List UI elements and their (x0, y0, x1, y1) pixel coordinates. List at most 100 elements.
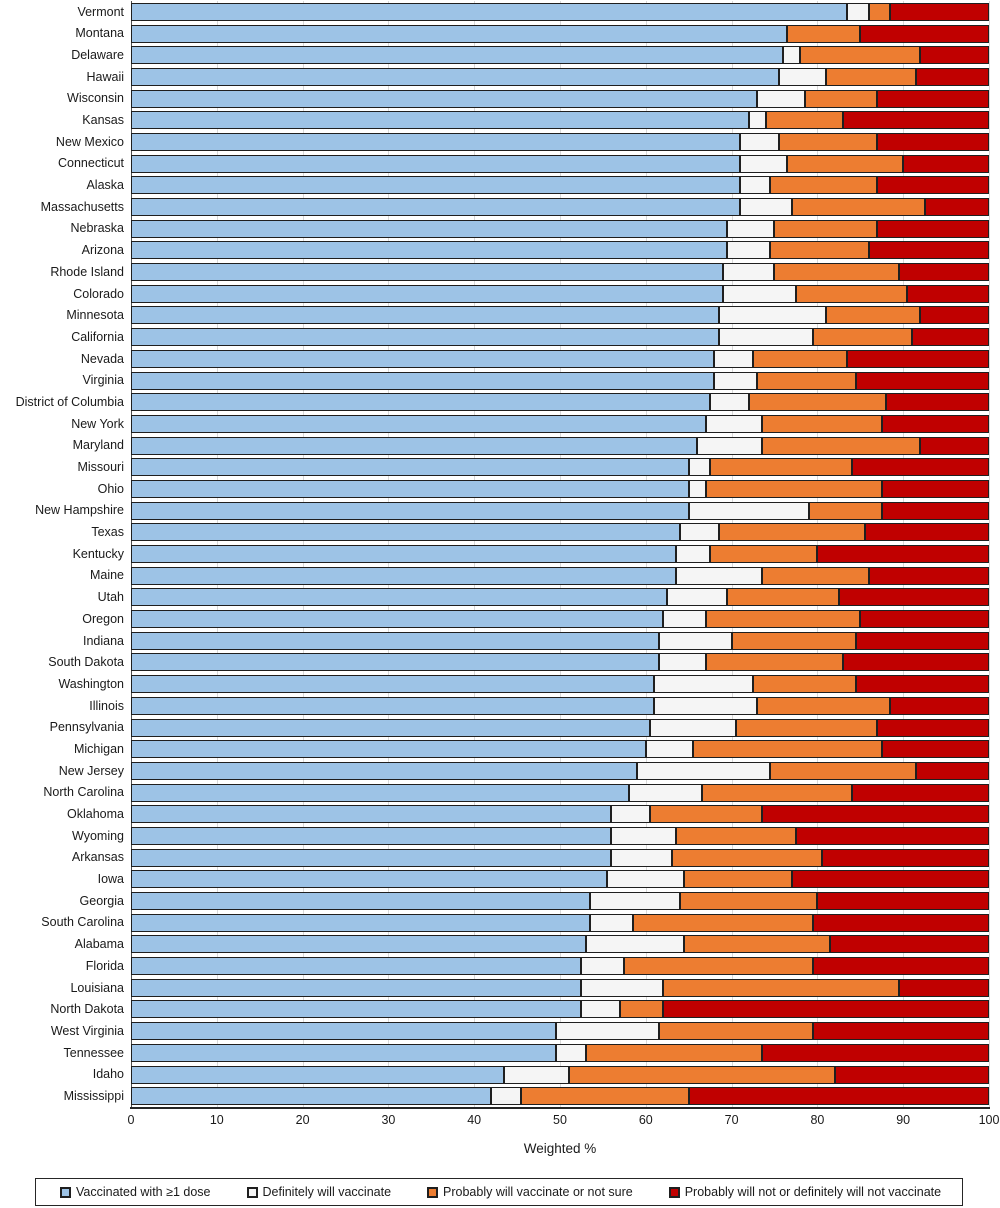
bar-row: New York (0, 413, 1000, 435)
bar-segment-vaccinated-1dose (131, 978, 582, 997)
bar-segment-probably-or-unsure (684, 935, 831, 954)
bar-segment-will-not (881, 501, 989, 520)
state-label: Wyoming (72, 828, 124, 843)
bar-segment-will-not (898, 263, 989, 282)
bar-row: Connecticut (0, 153, 1000, 175)
bar-track (131, 89, 989, 108)
state-label: Alaska (86, 178, 124, 193)
bar-track (131, 653, 989, 672)
bar-segment-vaccinated-1dose (131, 848, 612, 867)
bar-segment-vaccinated-1dose (131, 675, 655, 694)
bar-segment-definitely-will (718, 306, 826, 325)
bar-segment-will-not (855, 631, 989, 650)
bar-segment-vaccinated-1dose (131, 198, 741, 217)
state-label: Tennessee (63, 1045, 124, 1060)
bar-track (131, 892, 989, 911)
bar-segment-will-not (855, 675, 989, 694)
bar-row: Oregon (0, 608, 1000, 630)
bar-segment-definitely-will (727, 219, 775, 238)
legend-swatch-probably-or-unsure (427, 1186, 439, 1198)
bar-segment-probably-or-unsure (620, 1000, 663, 1019)
state-label: Minnesota (66, 308, 124, 323)
bar-segment-probably-or-unsure (705, 653, 844, 672)
bar-row: Maine (0, 565, 1000, 587)
state-label: Illinois (89, 698, 124, 713)
bar-segment-vaccinated-1dose (131, 892, 591, 911)
bar-segment-probably-or-unsure (675, 826, 796, 845)
bar-track (131, 740, 989, 759)
bar-track (131, 24, 989, 43)
bar-row: District of Columbia (0, 391, 1000, 413)
bar-segment-will-not (890, 696, 989, 715)
legend-label: Definitely will vaccinate (262, 1185, 392, 1199)
x-tick-label: 60 (638, 1113, 653, 1127)
bar-segment-vaccinated-1dose (131, 826, 612, 845)
bar-segment-will-not (881, 414, 989, 433)
x-axis-line (130, 1107, 990, 1109)
bar-row: Delaware (0, 44, 1000, 66)
bar-segment-definitely-will (504, 1065, 569, 1084)
bar-segment-probably-or-unsure (757, 696, 891, 715)
bar-segment-probably-or-unsure (748, 393, 887, 412)
state-label: Louisiana (70, 980, 124, 995)
bar-segment-probably-or-unsure (778, 132, 878, 151)
bar-track (131, 67, 989, 86)
state-label: New Hampshire (35, 503, 124, 518)
bar-segment-vaccinated-1dose (131, 545, 676, 564)
bar-row: Alabama (0, 934, 1000, 956)
bar-segment-vaccinated-1dose (131, 349, 715, 368)
bar-row: Alaska (0, 175, 1000, 197)
legend-item-will-not: Probably will not or definitely will not… (668, 1185, 942, 1199)
bar-segment-vaccinated-1dose (131, 718, 651, 737)
bar-segment-vaccinated-1dose (131, 67, 779, 86)
state-label: Nebraska (70, 221, 125, 236)
bar-track (131, 848, 989, 867)
state-label: Washington (58, 676, 124, 691)
bar-track (131, 1043, 989, 1062)
bar-segment-probably-or-unsure (770, 241, 869, 260)
x-tick-label: 50 (553, 1113, 567, 1127)
legend-item-probably-or-unsure: Probably will vaccinate or not sure (427, 1185, 633, 1199)
bar-row: Rhode Island (0, 261, 1000, 283)
bar-row: South Dakota (0, 652, 1000, 674)
bar-track (131, 263, 989, 282)
bar-row: New Mexico (0, 131, 1000, 153)
state-label: Missouri (77, 460, 124, 475)
state-label: Texas (91, 525, 124, 540)
bar-segment-vaccinated-1dose (131, 263, 724, 282)
bar-track (131, 349, 989, 368)
bar-segment-vaccinated-1dose (131, 89, 758, 108)
legend-label: Probably will not or definitely will not… (684, 1185, 942, 1199)
bar-segment-definitely-will (662, 610, 706, 629)
bar-segment-definitely-will (675, 545, 711, 564)
bar-row: South Carolina (0, 912, 1000, 934)
bar-segment-probably-or-unsure (804, 89, 878, 108)
bar-track (131, 935, 989, 954)
bar-row: Michigan (0, 738, 1000, 760)
state-label: Georgia (79, 893, 124, 908)
bar-segment-definitely-will (555, 1022, 659, 1041)
bar-segment-will-not (877, 132, 989, 151)
state-label: Mississippi (63, 1088, 124, 1103)
x-tick-label: 0 (127, 1113, 135, 1127)
state-label: Nevada (80, 351, 124, 366)
bar-row: North Dakota (0, 999, 1000, 1021)
bar-segment-definitely-will (654, 675, 754, 694)
bar-row: Oklahoma (0, 803, 1000, 825)
bar-track (131, 414, 989, 433)
bar-segment-will-not (847, 349, 989, 368)
bar-row: Massachusetts (0, 196, 1000, 218)
bar-track (131, 479, 989, 498)
bar-segment-vaccinated-1dose (131, 393, 711, 412)
bar-segment-vaccinated-1dose (131, 132, 741, 151)
bar-segment-will-not (813, 957, 989, 976)
bar-segment-probably-or-unsure (791, 198, 925, 217)
bar-segment-definitely-will (637, 761, 771, 780)
state-label: Vermont (77, 4, 124, 19)
bar-segment-definitely-will (645, 740, 693, 759)
bar-track (131, 1087, 989, 1106)
bar-segment-vaccinated-1dose (131, 414, 706, 433)
legend-label: Vaccinated with ≥1 dose (76, 1185, 211, 1199)
state-label: Montana (75, 26, 124, 41)
legend-swatch-will-not (668, 1186, 680, 1198)
